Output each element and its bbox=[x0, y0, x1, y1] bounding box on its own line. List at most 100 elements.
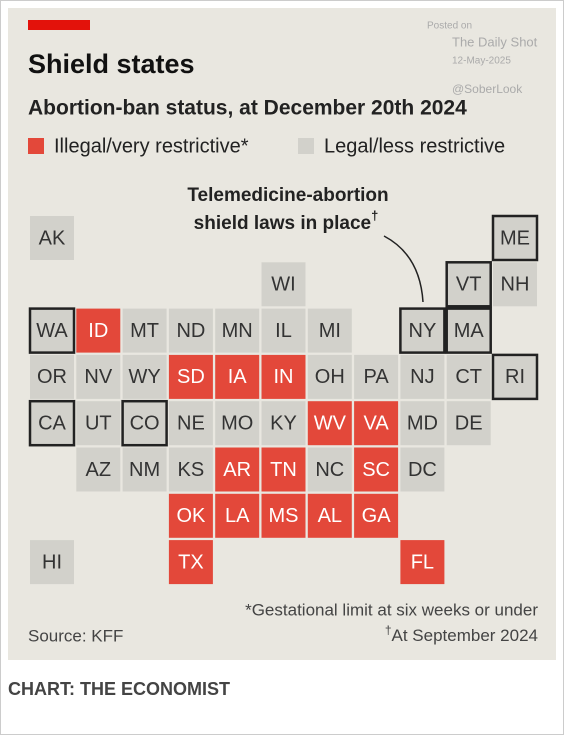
state-tile bbox=[76, 354, 121, 399]
state-label: ND bbox=[176, 320, 205, 342]
state-label: PA bbox=[363, 366, 389, 388]
state-tile bbox=[28, 307, 76, 354]
watermark: 12-May-2025 bbox=[452, 56, 511, 67]
state-label: CA bbox=[38, 412, 66, 434]
state-label: SC bbox=[362, 459, 390, 481]
brand-bar bbox=[28, 20, 90, 30]
state-tile bbox=[307, 308, 352, 353]
state-tile bbox=[122, 354, 167, 399]
state-label: MT bbox=[130, 320, 159, 342]
state-tile bbox=[261, 447, 306, 492]
watermark: @SoberLook bbox=[452, 82, 523, 96]
state-tile bbox=[168, 401, 213, 446]
state-label: OK bbox=[176, 505, 206, 527]
state-label: SD bbox=[177, 366, 205, 388]
state-label: NY bbox=[409, 320, 437, 342]
state-label: KS bbox=[178, 459, 205, 481]
footnote: †At September 2024 bbox=[385, 623, 538, 645]
state-label: NV bbox=[84, 366, 112, 388]
state-tile bbox=[28, 399, 76, 447]
state-label: WI bbox=[271, 274, 295, 296]
state-label: NM bbox=[129, 459, 160, 481]
legend-swatch bbox=[298, 138, 314, 154]
state-label: LA bbox=[225, 505, 250, 527]
state-label: NJ bbox=[410, 366, 434, 388]
state-tile bbox=[76, 447, 121, 492]
state-label: IL bbox=[275, 320, 292, 342]
state-tile bbox=[400, 540, 445, 585]
state-tile bbox=[400, 354, 445, 399]
state-label: IN bbox=[274, 366, 294, 388]
state-tile bbox=[354, 447, 399, 492]
annotation-arrow bbox=[383, 235, 424, 303]
state-tile bbox=[215, 308, 260, 353]
state-label: CT bbox=[455, 366, 482, 388]
state-tile bbox=[354, 354, 399, 399]
watermark: Posted on bbox=[427, 21, 472, 32]
state-tile bbox=[76, 401, 121, 446]
state-label: VA bbox=[363, 412, 389, 434]
state-label: DE bbox=[455, 412, 483, 434]
legend-swatch bbox=[28, 138, 44, 154]
state-label: AL bbox=[318, 505, 342, 527]
state-tile bbox=[307, 354, 352, 399]
state-tile bbox=[30, 216, 74, 260]
state-tile bbox=[30, 354, 74, 399]
state-tile bbox=[215, 401, 260, 446]
state-label: MS bbox=[269, 505, 299, 527]
state-tile bbox=[168, 540, 213, 585]
footnote: *Gestational limit at six weeks or under bbox=[245, 600, 538, 619]
state-tile bbox=[261, 308, 306, 353]
state-tile bbox=[491, 214, 539, 262]
state-tile bbox=[400, 401, 445, 446]
state-tile bbox=[400, 447, 445, 492]
state-label: ID bbox=[88, 320, 108, 342]
state-label: WA bbox=[36, 320, 68, 342]
state-label: NH bbox=[501, 274, 530, 296]
credit: CHART: THE ECONOMIST bbox=[8, 679, 230, 699]
state-label: AR bbox=[223, 459, 251, 481]
annotation: shield laws in place† bbox=[194, 208, 379, 234]
state-tile bbox=[168, 447, 213, 492]
state-tile bbox=[215, 447, 260, 492]
legend-label: Illegal/very restrictive* bbox=[54, 135, 249, 157]
state-label: NC bbox=[315, 459, 344, 481]
state-tile bbox=[493, 262, 537, 307]
state-label: AK bbox=[39, 227, 66, 249]
watermark: The Daily Shot bbox=[452, 34, 538, 49]
state-tile bbox=[445, 307, 492, 354]
state-label: HI bbox=[42, 551, 62, 573]
state-label: ME bbox=[500, 227, 530, 249]
state-label: FL bbox=[411, 551, 434, 573]
state-tile bbox=[168, 354, 213, 399]
state-tile bbox=[261, 401, 306, 446]
state-tile bbox=[122, 308, 167, 353]
state-label: DC bbox=[408, 459, 437, 481]
state-label: GA bbox=[362, 505, 392, 527]
state-label: MN bbox=[222, 320, 253, 342]
state-label: MI bbox=[319, 320, 341, 342]
state-tile bbox=[121, 399, 168, 447]
state-label: WV bbox=[314, 412, 347, 434]
state-label: WY bbox=[128, 366, 160, 388]
state-tile bbox=[30, 540, 74, 585]
state-label: KY bbox=[270, 412, 297, 434]
state-tile bbox=[354, 401, 399, 446]
state-label: TN bbox=[270, 459, 297, 481]
state-tile bbox=[446, 401, 491, 446]
state-tile bbox=[445, 261, 492, 308]
source: Source: KFF bbox=[28, 626, 123, 645]
state-tile bbox=[168, 308, 213, 353]
annotation: Telemedicine-abortion bbox=[187, 185, 388, 206]
state-label: UT bbox=[85, 412, 112, 434]
state-label: NE bbox=[177, 412, 205, 434]
legend-label: Legal/less restrictive bbox=[324, 135, 505, 157]
subtitle: Abortion-ban status, at December 20th 20… bbox=[28, 97, 467, 120]
state-label: RI bbox=[505, 366, 525, 388]
state-tile bbox=[215, 493, 260, 538]
state-label: OH bbox=[315, 366, 345, 388]
state-tile bbox=[122, 447, 167, 492]
state-tile bbox=[215, 354, 260, 399]
state-tile bbox=[307, 447, 352, 492]
